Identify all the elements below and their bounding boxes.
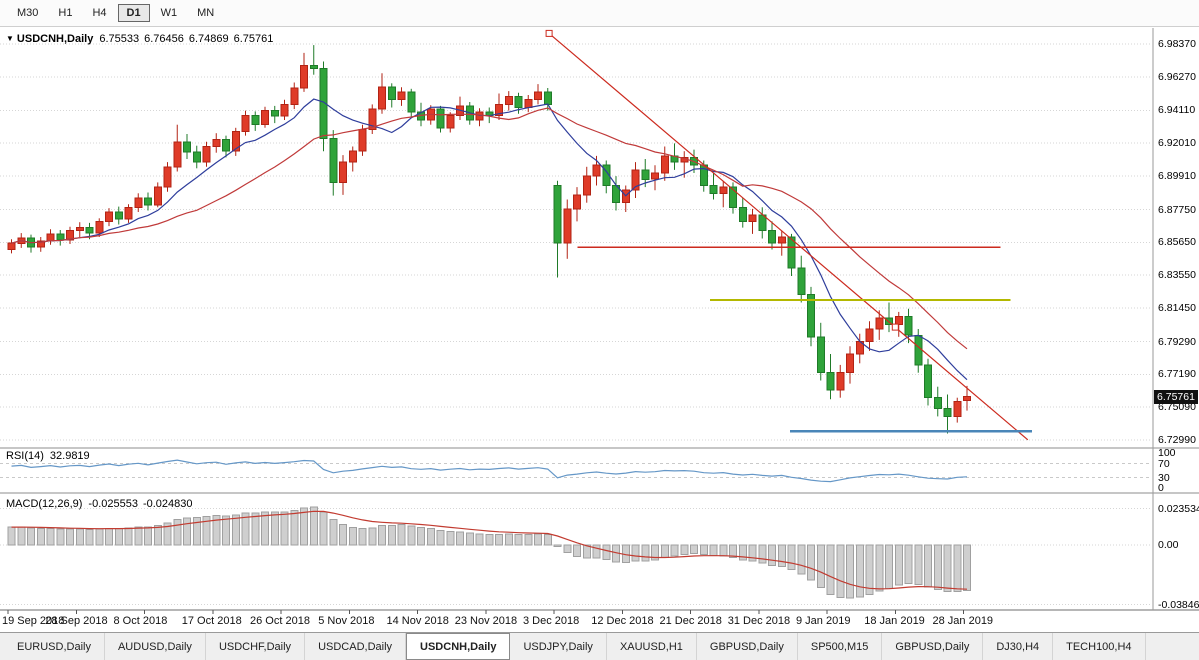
rsi-axis-label: 0 [1158,482,1164,494]
rsi-indicator-label: RSI(14) 32.9819 [6,450,95,462]
macd-indicator-label: MACD(12,26,9) -0.025553 -0.024830 [6,498,198,510]
symbol-dropdown-icon[interactable]: ▼ [6,34,14,43]
timeframe-button-H4[interactable]: H4 [92,7,107,19]
macd-name: MACD(12,26,9) [6,498,83,510]
rsi-name: RSI(14) [6,450,44,462]
price-axis-label: 6.79290 [1158,335,1196,348]
chart-tab-2-USDCHF,Daily[interactable]: USDCHF,Daily [206,633,306,660]
ohlc-high: 6.76456 [144,33,184,45]
date-label: 31 Dec 2018 [727,615,791,627]
chart-tab-7-GBPUSD,Daily[interactable]: GBPUSD,Daily [697,633,798,660]
timeframe-toolbar[interactable]: M30 H1 H4 D1 W1 MN [0,0,1199,27]
date-label: 28 Sep 2018 [45,615,108,627]
date-label: 8 Oct 2018 [113,615,168,627]
timeframe-button-W1[interactable]: W1 [160,7,178,19]
rsi-axis-label: 100 [1158,447,1176,459]
chart-tab-9-GBPUSD,Daily[interactable]: GBPUSD,Daily [882,633,984,660]
date-label: 28 Jan 2019 [932,615,994,627]
chart-canvas[interactable] [0,28,1199,614]
chart-tab-8-SP500,M15[interactable]: SP500,M15 [798,633,883,660]
date-label: 9 Jan 2019 [796,615,851,627]
date-label: 21 Dec 2018 [659,615,722,627]
ohlc-low: 6.74869 [188,33,229,45]
rsi-axis-label: 30 [1158,471,1170,484]
trendline-handle[interactable] [891,323,899,331]
macd-axis-label: 0.00 [1158,539,1179,551]
chart-tab-6-XAUUSD,H1[interactable]: XAUUSD,H1 [607,633,697,660]
chart-tab-3-USDCAD,Daily[interactable]: USDCAD,Daily [305,633,407,660]
price-axis-label: 6.94110 [1158,104,1196,117]
price-axis[interactable]: 6.75761 6.98370 6.96270 6.94110 6.92010 6.89… [1153,28,1199,614]
timeframe-button-M30[interactable]: M30 [17,7,39,19]
price-axis-label: 6.83550 [1158,269,1196,282]
macd-histogram [7,506,971,599]
chart-header: ▼ USDCNH,Daily 6.75533 6.76456 6.74869 6.7576… [6,33,278,45]
price-axis-label: 6.96270 [1158,70,1196,83]
ohlc-close: 6.75761 [233,33,274,45]
candles [7,45,971,434]
rsi-line [11,459,968,483]
macd-axis-label: 0.023534 [1158,502,1199,515]
timeframe-button-H1[interactable]: H1 [58,7,73,19]
symbol-title: USDCNH,Daily [16,33,94,45]
date-label: 14 Nov 2018 [386,615,449,627]
chart-tabbar[interactable]: EURUSD,Daily AUDUSD,Daily USDCHF,Daily USDC… [0,632,1199,660]
ma-line-slow[interactable] [11,107,968,350]
price-axis-label: 6.98370 [1158,38,1196,50]
date-label: 17 Oct 2018 [181,615,242,627]
chart-tab-10-DJ30,H4[interactable]: DJ30,H4 [983,633,1054,660]
timeframe-button-D1[interactable]: D1 [117,4,150,22]
price-axis-label: 6.81450 [1158,301,1196,314]
chart-tab-11-TECH100,H4[interactable]: TECH100,H4 [1053,633,1146,660]
date-label: 5 Nov 2018 [318,615,375,627]
bid-price-badge: 6.75761 [1154,389,1198,404]
price-axis-label: 6.85650 [1158,236,1196,249]
date-label: 12 Dec 2018 [591,615,654,627]
chart-tab-5-USDJPY,Daily[interactable]: USDJPY,Daily [510,633,607,660]
macd-value-signal: -0.024830 [142,498,193,510]
price-axis-label: 6.87750 [1158,203,1196,216]
date-label: 3 Dec 2018 [523,615,580,627]
price-axis-label: 6.72990 [1158,433,1196,446]
price-axis-label: 6.89910 [1158,169,1196,182]
trendline-handle[interactable] [545,29,553,37]
date-label: 26 Oct 2018 [250,615,310,627]
trendline-object[interactable] [548,32,1029,441]
date-label: 19 Sep 2018 [2,615,65,627]
timeframe-button-MN[interactable]: MN [197,7,215,19]
price-axis-label: 6.77190 [1158,368,1196,381]
macd-axis-label: -0.038466 [1158,598,1199,611]
date-label: 18 Jan 2019 [864,615,925,627]
price-axis-label: 6.75090 [1158,401,1196,414]
chart-tab-4-USDCNH,Daily[interactable]: USDCNH,Daily [406,633,511,660]
chart-tab-1-AUDUSD,Daily[interactable]: AUDUSD,Daily [105,633,206,660]
rsi-value: 32.9819 [49,450,90,462]
rsi-axis-label: 70 [1158,457,1170,470]
price-axis-label: 6.92010 [1158,137,1196,150]
chart-tab-0-EURUSD,Daily[interactable]: EURUSD,Daily [4,633,105,660]
macd-signal-line [11,510,968,590]
date-label: 23 Nov 2018 [454,615,518,627]
ohlc-open: 6.75533 [99,33,140,45]
macd-value-main: -0.025553 [88,498,138,510]
date-axis[interactable]: 19 Sep 2018 28 Sep 2018 8 Oct 2018 17 Oct 2… [0,612,1199,632]
